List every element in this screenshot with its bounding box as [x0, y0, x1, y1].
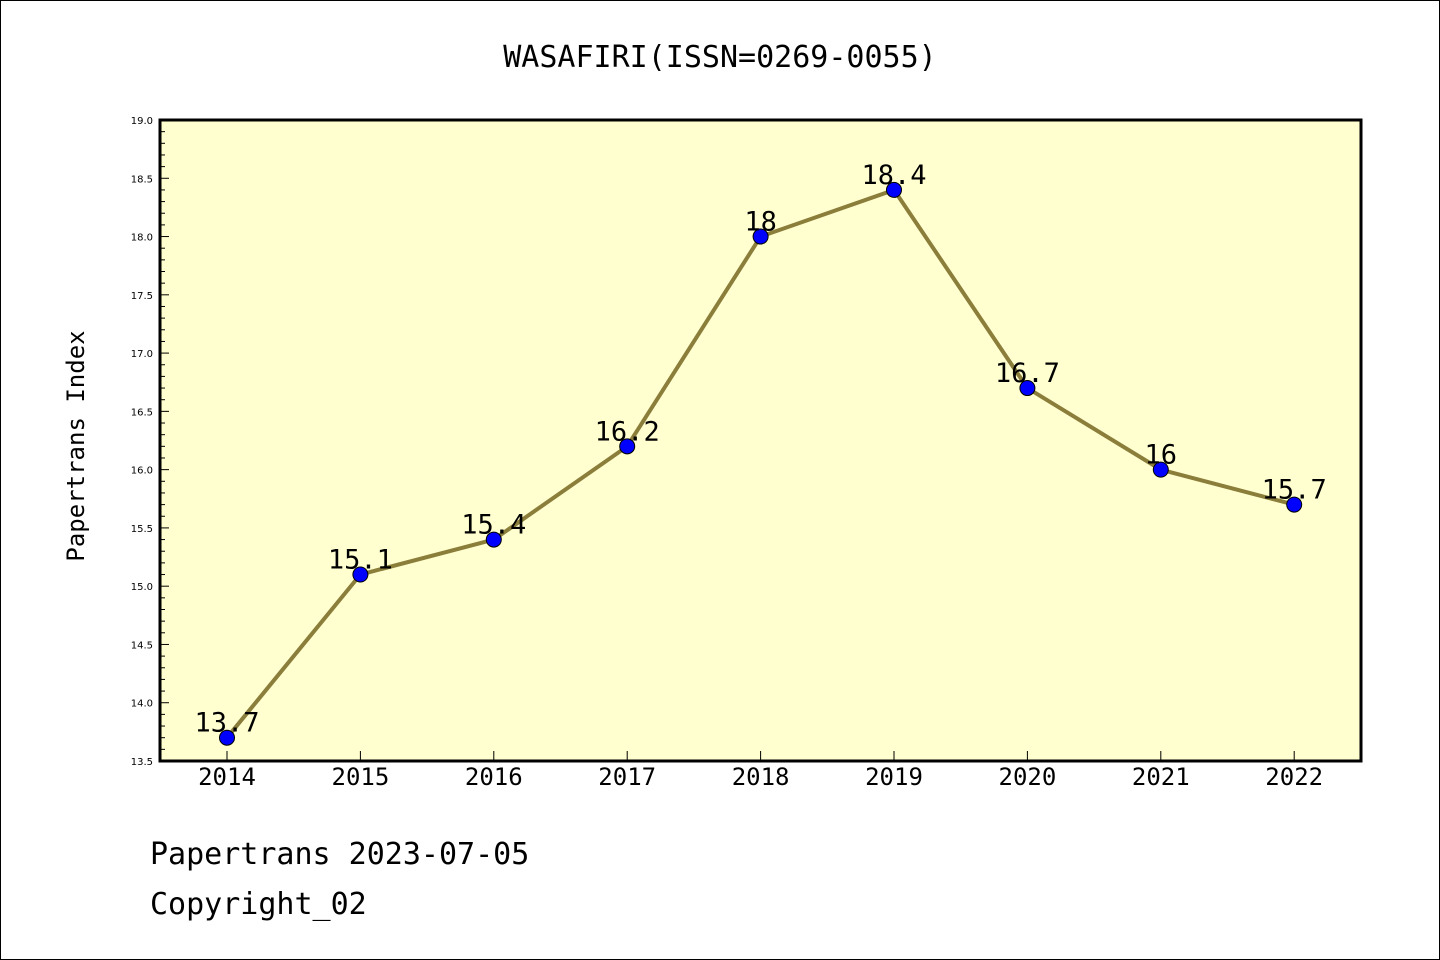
- data-label: 16.2: [595, 416, 660, 447]
- data-label: 15.1: [328, 545, 393, 576]
- x-axis: 2014 2015 2016 2017 2018 2019 2020 2021 2022: [198, 751, 1323, 791]
- y-tick-label: 16.0: [131, 466, 153, 477]
- y-tick-label: 18.0: [131, 233, 153, 244]
- footer-copyright: Copyright_02: [150, 887, 367, 922]
- y-tick-label: 15.0: [131, 582, 153, 593]
- y-tick-label: 17.5: [131, 291, 153, 302]
- data-point: [219, 729, 235, 746]
- x-tick-label: 2018: [732, 763, 790, 791]
- data-point: [1286, 496, 1303, 513]
- y-tick-label: 13.5: [131, 757, 153, 768]
- data-label: 15.4: [461, 510, 526, 541]
- y-tick-label: 15.5: [131, 524, 153, 535]
- data-labels: 13.7 15.1 15.4 16.2 18 18.4 16.7 16 15.7: [194, 160, 1326, 739]
- data-point: [1019, 380, 1036, 397]
- data-label: 18: [744, 207, 777, 238]
- chart-title: WASAFIRI(ISSN=0269-0055): [503, 40, 936, 75]
- y-tick-label: 17.0: [131, 349, 153, 360]
- data-point: [1152, 461, 1169, 478]
- data-point: [352, 566, 369, 583]
- x-tick-label: 2022: [1265, 763, 1323, 791]
- x-tick-label: 2021: [1132, 763, 1190, 791]
- data-label: 16.7: [995, 358, 1060, 389]
- y-tick-label: 18.5: [131, 174, 153, 185]
- plot-area: [160, 120, 1361, 761]
- data-point: [752, 228, 769, 245]
- plot-border: [158, 118, 1363, 763]
- y-tick-label: 19.0: [131, 116, 153, 127]
- x-tick-label: 2019: [865, 763, 923, 791]
- x-tick-label: 2014: [198, 763, 256, 791]
- data-label: 18.4: [861, 160, 926, 191]
- data-label: 13.7: [194, 708, 259, 739]
- x-tick-label: 2020: [999, 763, 1057, 791]
- data-point: [886, 181, 902, 198]
- data-markers: [219, 181, 1303, 746]
- y-tick-label: 14.5: [131, 640, 153, 651]
- x-tick-label: 2016: [465, 763, 523, 791]
- y-tick-label: 14.0: [131, 699, 153, 710]
- x-tick-label: 2017: [598, 763, 656, 791]
- y-tick-label: 16.5: [131, 407, 153, 418]
- data-point: [485, 531, 502, 548]
- data-label: 15.7: [1262, 475, 1327, 506]
- data-label: 16: [1145, 440, 1178, 471]
- y-axis-label: Papertrans Index: [62, 330, 90, 561]
- x-tick-label: 2015: [332, 763, 390, 791]
- footer-date: Papertrans 2023-07-05: [150, 837, 529, 872]
- data-point: [619, 438, 636, 455]
